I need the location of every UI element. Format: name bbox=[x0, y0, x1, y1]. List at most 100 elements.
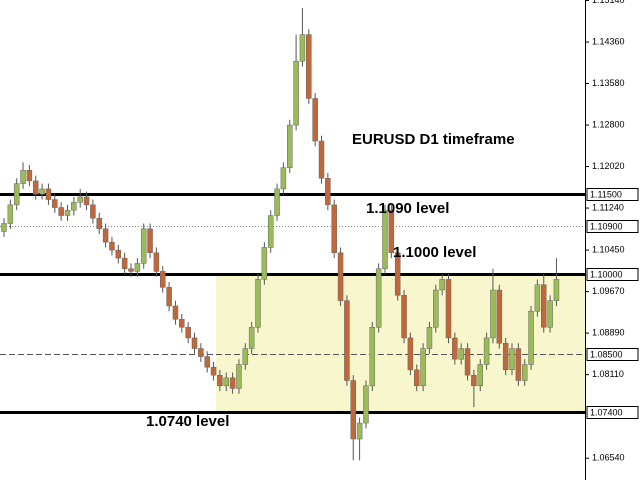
candle-body bbox=[458, 348, 464, 360]
candle-body bbox=[306, 34, 312, 99]
level-label: 1.10900 bbox=[590, 221, 623, 231]
y-tick-label: 1.11240 bbox=[592, 202, 624, 212]
annotation: EURUSD D1 timeframe bbox=[352, 131, 515, 148]
candle-body bbox=[344, 300, 350, 381]
candle-body bbox=[318, 140, 325, 179]
candle-body bbox=[490, 289, 496, 339]
annotation: 1.1000 level bbox=[393, 244, 476, 261]
candle-body bbox=[172, 305, 179, 320]
candle-body bbox=[547, 300, 553, 328]
y-tick-label: 1.06540 bbox=[592, 453, 625, 463]
candle-body bbox=[33, 180, 39, 195]
candle-body bbox=[128, 268, 134, 272]
candle-body bbox=[1, 223, 7, 232]
candle-body bbox=[414, 369, 420, 387]
candle-body bbox=[534, 284, 541, 312]
candle-body bbox=[502, 342, 509, 371]
candle-body bbox=[496, 289, 503, 344]
candle-body bbox=[439, 279, 445, 291]
candle-body bbox=[312, 98, 318, 142]
y-tick-label: 1.09670 bbox=[592, 286, 625, 296]
y-tick-label: 1.14360 bbox=[592, 36, 625, 46]
candle-body bbox=[255, 279, 261, 328]
candle-body bbox=[90, 204, 96, 219]
y-tick-label: 1.12020 bbox=[592, 161, 625, 171]
candle-body bbox=[140, 228, 147, 264]
candle-body bbox=[464, 348, 471, 376]
level-label: 1.10000 bbox=[590, 269, 623, 279]
candle-body bbox=[483, 337, 490, 365]
candle-body bbox=[509, 348, 515, 371]
candle-body bbox=[477, 364, 483, 387]
candle-body bbox=[407, 337, 414, 371]
y-tick-label: 1.10450 bbox=[592, 244, 625, 254]
candle-body bbox=[39, 188, 45, 195]
candle-body bbox=[52, 199, 58, 208]
candle-body bbox=[388, 209, 395, 254]
candle-body bbox=[210, 366, 217, 376]
level-label-box bbox=[586, 188, 639, 201]
candle-body bbox=[198, 348, 204, 357]
candle-body bbox=[553, 279, 560, 301]
candle-body bbox=[147, 228, 153, 254]
candle-body bbox=[356, 422, 363, 440]
candle-body bbox=[20, 170, 26, 184]
candle-body bbox=[452, 337, 458, 360]
candle-body bbox=[109, 241, 115, 251]
candle-body bbox=[102, 228, 109, 243]
candle-body bbox=[515, 348, 522, 381]
level-label-box bbox=[586, 406, 639, 419]
candle-body bbox=[433, 289, 439, 328]
candle-body bbox=[71, 201, 77, 211]
support-zone bbox=[215, 274, 585, 413]
candle-body bbox=[261, 247, 268, 280]
candle-body bbox=[242, 348, 249, 365]
candle-body bbox=[217, 374, 223, 387]
candle-body bbox=[58, 207, 64, 216]
candle-body bbox=[521, 364, 528, 381]
candle-body bbox=[96, 217, 102, 230]
candle-body bbox=[337, 252, 344, 301]
candle-body bbox=[115, 249, 122, 259]
level-label: 1.08500 bbox=[590, 349, 623, 359]
candle-body bbox=[420, 348, 426, 387]
candle-body bbox=[64, 209, 71, 216]
candle-body bbox=[134, 263, 141, 272]
candle-body bbox=[83, 196, 90, 206]
candle-body bbox=[185, 327, 191, 339]
level-label: 1.07400 bbox=[590, 407, 623, 417]
candle-body bbox=[528, 311, 534, 365]
candle-body bbox=[153, 252, 160, 272]
candle-body bbox=[299, 34, 306, 62]
candle-body bbox=[121, 257, 128, 269]
level-label-box bbox=[586, 348, 639, 361]
candle-body bbox=[13, 183, 20, 206]
y-tick-label: 1.15140 bbox=[592, 0, 625, 5]
candle-body bbox=[267, 215, 274, 248]
annotation: 1.1090 level bbox=[366, 200, 449, 217]
candle-body bbox=[375, 268, 382, 328]
candle-body bbox=[401, 295, 407, 339]
candle-body bbox=[350, 380, 356, 440]
candle-body bbox=[26, 170, 33, 182]
level-label-box bbox=[586, 220, 639, 233]
level-label: 1.11500 bbox=[590, 189, 622, 199]
candle-body bbox=[331, 204, 337, 254]
candle-body bbox=[274, 188, 280, 216]
candle-body bbox=[541, 284, 547, 328]
y-tick-label: 1.12800 bbox=[592, 119, 625, 129]
candle-body bbox=[191, 337, 198, 349]
candle-body bbox=[363, 385, 369, 424]
candle-body bbox=[293, 60, 299, 126]
candle-body bbox=[160, 271, 166, 288]
annotation: 1.0740 level bbox=[146, 413, 229, 430]
candle-body bbox=[287, 124, 293, 168]
candle-body bbox=[204, 356, 210, 368]
candle-body bbox=[445, 279, 452, 339]
candle-body bbox=[179, 319, 185, 328]
candle-body bbox=[369, 327, 376, 387]
level-label-box bbox=[586, 268, 639, 281]
candle-body bbox=[426, 327, 433, 349]
